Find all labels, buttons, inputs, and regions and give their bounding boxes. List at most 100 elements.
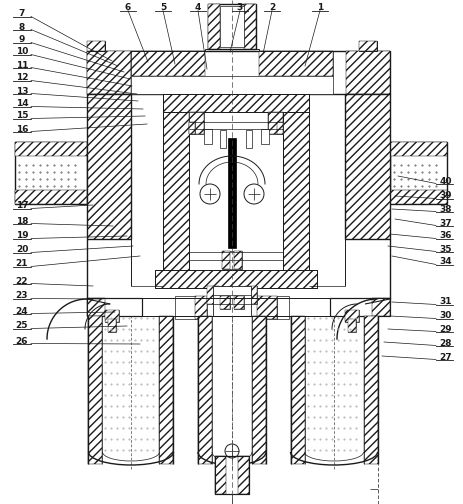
Bar bbox=[276, 296, 288, 319]
Text: 39: 39 bbox=[439, 192, 451, 201]
Bar bbox=[233, 296, 244, 309]
Bar bbox=[131, 51, 205, 76]
Bar bbox=[245, 130, 251, 148]
Bar bbox=[87, 298, 105, 316]
Bar bbox=[214, 456, 249, 494]
Bar bbox=[108, 319, 116, 332]
Bar bbox=[175, 296, 194, 319]
Bar bbox=[105, 310, 119, 322]
Text: 26: 26 bbox=[16, 337, 28, 346]
Bar bbox=[87, 298, 142, 316]
Bar bbox=[188, 112, 204, 134]
Bar bbox=[227, 138, 236, 248]
Bar bbox=[219, 296, 230, 309]
Text: 36: 36 bbox=[439, 231, 451, 240]
Bar bbox=[238, 456, 249, 494]
Bar bbox=[389, 142, 446, 204]
Bar bbox=[221, 251, 242, 269]
Bar bbox=[214, 456, 249, 494]
Bar bbox=[258, 51, 332, 76]
Text: 9: 9 bbox=[19, 35, 25, 44]
Text: 12: 12 bbox=[16, 74, 28, 83]
Text: 3: 3 bbox=[237, 4, 243, 13]
Text: 22: 22 bbox=[16, 277, 28, 285]
Bar bbox=[244, 286, 257, 304]
Bar bbox=[251, 316, 265, 464]
Text: 25: 25 bbox=[16, 322, 28, 331]
Bar bbox=[221, 251, 230, 269]
Text: 19: 19 bbox=[16, 231, 28, 240]
Text: 7: 7 bbox=[19, 10, 25, 19]
Text: 13: 13 bbox=[16, 87, 28, 95]
Bar bbox=[163, 94, 188, 276]
Bar bbox=[214, 456, 225, 494]
Bar bbox=[345, 51, 389, 94]
Bar bbox=[329, 298, 389, 316]
Bar bbox=[344, 310, 358, 322]
Bar bbox=[219, 296, 230, 309]
Text: 17: 17 bbox=[16, 202, 28, 211]
Bar bbox=[87, 41, 105, 51]
Bar bbox=[87, 41, 105, 51]
Bar bbox=[244, 286, 257, 304]
Bar bbox=[206, 286, 219, 304]
Bar bbox=[163, 94, 308, 112]
Bar bbox=[219, 6, 244, 47]
Bar bbox=[344, 94, 389, 239]
Bar bbox=[15, 142, 87, 204]
Bar bbox=[131, 76, 332, 94]
Text: 5: 5 bbox=[160, 4, 166, 13]
Text: 21: 21 bbox=[16, 260, 28, 269]
Bar bbox=[207, 4, 256, 49]
Bar bbox=[371, 298, 389, 316]
Text: 37: 37 bbox=[439, 219, 451, 227]
Text: 28: 28 bbox=[439, 339, 451, 347]
Text: 18: 18 bbox=[16, 217, 28, 225]
Bar bbox=[87, 94, 131, 239]
Bar bbox=[155, 270, 316, 288]
Bar bbox=[87, 94, 131, 239]
Bar bbox=[87, 298, 142, 316]
Bar bbox=[87, 51, 389, 94]
Bar bbox=[260, 129, 269, 144]
Bar bbox=[276, 122, 282, 134]
Bar bbox=[344, 94, 389, 239]
Bar bbox=[188, 122, 194, 134]
Bar bbox=[329, 298, 389, 316]
Text: 6: 6 bbox=[125, 4, 131, 13]
Text: 35: 35 bbox=[439, 244, 451, 254]
Bar bbox=[282, 94, 308, 276]
Text: 24: 24 bbox=[16, 306, 28, 316]
Bar bbox=[276, 122, 282, 134]
Bar bbox=[194, 296, 206, 319]
Text: 23: 23 bbox=[16, 291, 28, 300]
Text: 1: 1 bbox=[316, 4, 322, 13]
Bar bbox=[108, 319, 116, 332]
Bar bbox=[233, 251, 242, 269]
Bar bbox=[188, 112, 282, 270]
Bar bbox=[207, 4, 219, 49]
Bar bbox=[344, 310, 358, 322]
Bar bbox=[87, 51, 131, 94]
Bar bbox=[358, 41, 376, 51]
Text: 20: 20 bbox=[16, 245, 28, 255]
Bar bbox=[389, 142, 446, 156]
Text: 14: 14 bbox=[16, 99, 28, 108]
Text: 2: 2 bbox=[268, 4, 275, 13]
Bar bbox=[159, 316, 173, 464]
Bar bbox=[204, 129, 212, 144]
Bar bbox=[213, 286, 250, 316]
Bar bbox=[163, 94, 308, 112]
Text: 8: 8 bbox=[19, 23, 25, 31]
Bar bbox=[363, 316, 377, 464]
Text: 27: 27 bbox=[439, 352, 451, 361]
Text: 30: 30 bbox=[439, 311, 451, 321]
Bar bbox=[282, 94, 308, 276]
Text: 15: 15 bbox=[16, 111, 28, 120]
Bar bbox=[88, 316, 102, 464]
Bar bbox=[188, 112, 204, 134]
Text: 34: 34 bbox=[439, 258, 451, 267]
Text: 11: 11 bbox=[16, 60, 28, 70]
Bar bbox=[15, 190, 87, 204]
Text: 10: 10 bbox=[16, 47, 28, 56]
